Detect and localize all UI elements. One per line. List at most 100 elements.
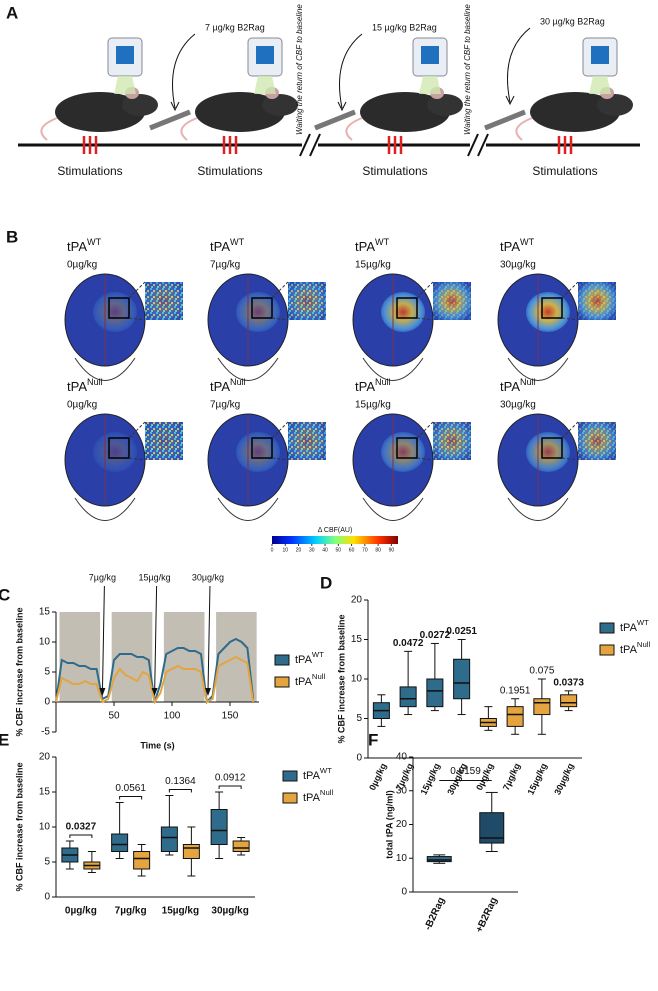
superscript: Null: [637, 640, 651, 649]
superscript: WT: [320, 766, 332, 775]
superscript: WT: [87, 237, 102, 247]
x-tick-label: 7µg/kg: [501, 762, 522, 792]
p-value: 0.0251: [446, 626, 477, 637]
p-value: 0.0373: [553, 677, 584, 688]
name: tPA: [303, 792, 321, 804]
cerebellum: [362, 497, 424, 521]
colorbar-tick-label: 40: [322, 547, 328, 553]
y-tick-label: 0: [356, 753, 362, 764]
legend-label: tPANull: [500, 377, 536, 394]
colorbar: [272, 536, 398, 544]
mouse-head: [597, 94, 633, 116]
panel-label: E: [0, 730, 9, 749]
dose-label: 0µg/kg: [67, 260, 97, 271]
dose-label: 15 µg/kg B2Rag: [372, 22, 437, 32]
box: [533, 698, 551, 716]
annotation-arrow: [207, 585, 211, 695]
p-value: 0.0272: [420, 630, 451, 641]
roi-box: [541, 437, 563, 459]
legend-swatch: [282, 792, 298, 804]
box: [182, 844, 200, 859]
superscript: Null: [375, 377, 391, 387]
panel-label: C: [0, 585, 10, 604]
roi-inset-heat: [145, 422, 183, 460]
superscript: Null: [520, 377, 536, 387]
name: tPA: [67, 239, 87, 254]
comparison-bracket: [69, 834, 93, 838]
y-tick-label: 5: [356, 713, 362, 724]
name: tPA: [500, 239, 520, 254]
syringe: [484, 109, 526, 131]
box: [426, 856, 452, 863]
cerebellum: [507, 357, 569, 381]
laser-screen: [116, 46, 134, 64]
p-value: 0.0327: [66, 822, 97, 833]
roi-box: [108, 297, 130, 319]
box: [133, 851, 151, 870]
waiting-note: Waiting the return of CBF to baseline: [295, 4, 304, 135]
colorbar-title: Δ CBF(AU): [318, 527, 353, 534]
mouse-tail: [345, 117, 363, 141]
x-tick-label: 0µg/kg: [367, 762, 388, 792]
mouse: [40, 37, 158, 141]
panel-label: B: [6, 227, 18, 246]
stimulation-period: [163, 612, 205, 702]
zoom-line: [128, 457, 146, 461]
panel-label: D: [320, 573, 332, 592]
mouse: [314, 37, 463, 141]
legend-swatch: [274, 676, 290, 688]
roi-box: [251, 297, 273, 319]
colorbar-tick-label: 80: [375, 547, 381, 553]
mouse-body: [530, 92, 620, 132]
syringe: [314, 109, 356, 131]
legend-label: tPAWT: [500, 237, 535, 254]
name: tPA: [210, 239, 230, 254]
brain-activation: [236, 292, 280, 332]
brain-activation: [93, 292, 137, 332]
x-axis-label: Time (s): [140, 740, 174, 750]
brain-activation: [381, 432, 425, 472]
dose-label: 7µg/kg: [210, 260, 240, 271]
cerebellum: [74, 497, 136, 521]
brain-activation: [236, 432, 280, 472]
name: tPA: [500, 379, 520, 394]
superscript: Null: [312, 672, 326, 681]
x-tick-label: 150: [222, 711, 239, 722]
box: [111, 833, 129, 852]
box: [399, 686, 417, 708]
y-tick-label: 20: [396, 819, 408, 830]
roi-box: [396, 437, 418, 459]
mouse: [149, 37, 298, 141]
name: tPA: [295, 654, 313, 666]
name: tPA: [620, 644, 638, 656]
dose-label: 0µg/kg: [67, 400, 97, 411]
x-tick-label: +B2Rag: [474, 896, 500, 935]
legend-label: tPAWT: [620, 618, 649, 634]
annotation-arrow: [101, 585, 105, 695]
y-tick-label: 30: [396, 785, 408, 796]
dose-label: 30 µg/kg B2Rag: [540, 16, 605, 26]
legend-label: tPANull: [295, 672, 325, 688]
arrow-head: [505, 95, 515, 106]
roi-box: [541, 297, 563, 319]
legend-swatch: [599, 622, 615, 634]
colorbar-tick-label: 20: [296, 547, 302, 553]
superscript: Null: [87, 377, 103, 387]
break-mark: [309, 133, 321, 157]
y-tick-label: 5: [44, 857, 50, 868]
brain-activation: [93, 432, 137, 472]
laser-beam: [114, 76, 136, 94]
y-axis-label: % CBF increase from baseline: [336, 614, 346, 743]
laser-screen: [421, 46, 439, 64]
y-tick-label: 20: [39, 752, 51, 763]
zoom-line: [416, 281, 434, 299]
legend-label: tPANull: [355, 377, 391, 394]
y-tick-label: 10: [39, 637, 51, 648]
stimulations-label: Stimulations: [532, 164, 597, 178]
laser-screen: [591, 46, 609, 64]
legend-swatch: [274, 654, 290, 666]
zoom-line: [416, 457, 434, 461]
break-mark: [299, 133, 311, 157]
mouse-head: [122, 94, 158, 116]
